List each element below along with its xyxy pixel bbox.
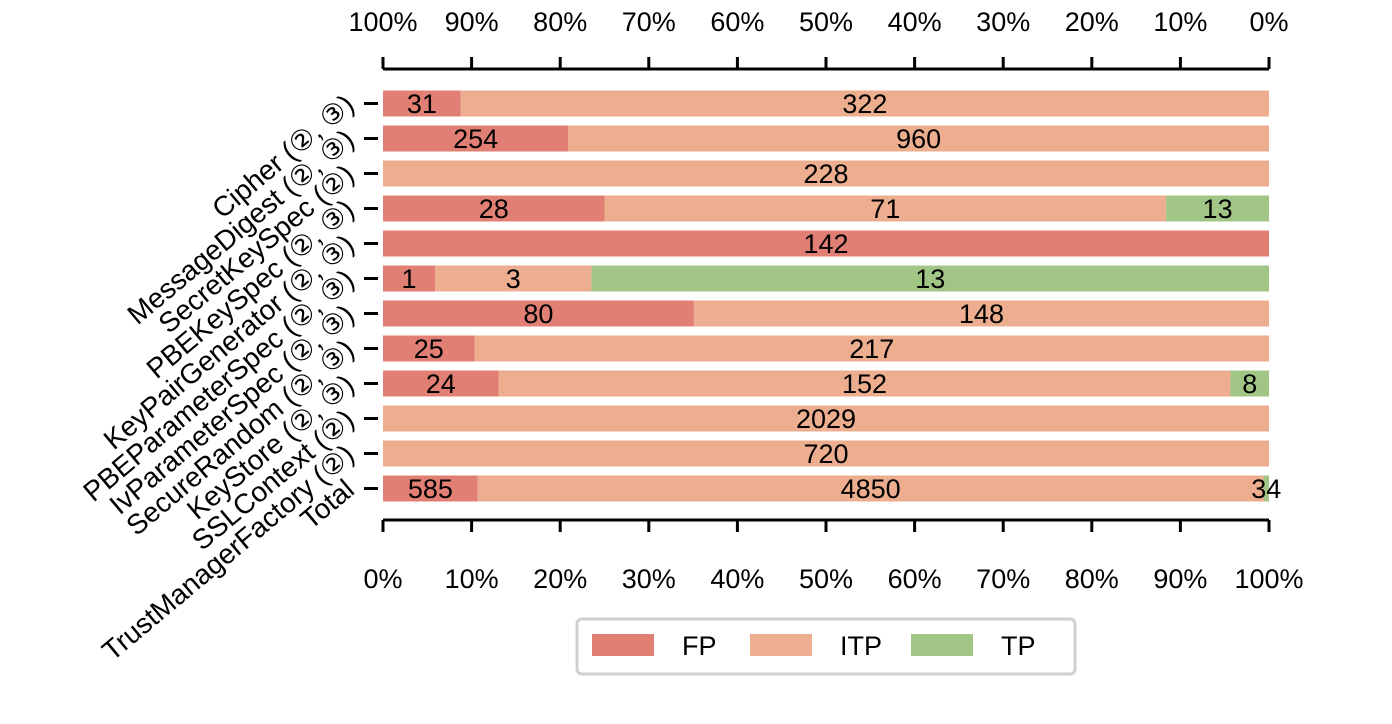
bottom-axis-tick-label: 20% bbox=[533, 564, 587, 594]
legend-box bbox=[575, 617, 1077, 676]
bar-segment-itp bbox=[604, 195, 1167, 222]
legend-label-itp: ITP bbox=[840, 631, 882, 661]
bar-segment-fp bbox=[383, 370, 499, 397]
bar-value-label: 4850 bbox=[841, 474, 901, 504]
bar-segment-fp bbox=[383, 265, 436, 292]
top-axis-tick-label: 10% bbox=[1153, 7, 1207, 37]
top-axis-tick-label: 30% bbox=[976, 7, 1030, 37]
bar-value-label: 24 bbox=[426, 369, 456, 399]
bar-segment-fp bbox=[383, 125, 569, 152]
top-axis-tick-label: 100% bbox=[348, 7, 417, 37]
bar-value-label: 217 bbox=[849, 334, 894, 364]
legend-swatch-fp bbox=[592, 634, 654, 656]
bar-value-label: 13 bbox=[1203, 194, 1233, 224]
bar-value-label: 28 bbox=[479, 194, 509, 224]
bar-segment-tp bbox=[1230, 370, 1269, 397]
bar-segment-itp bbox=[383, 405, 1269, 432]
bar-value-label: 228 bbox=[803, 159, 848, 189]
top-axis-tick-label: 40% bbox=[888, 7, 942, 37]
bar-segment-itp bbox=[474, 335, 1269, 362]
category-labels: Cipher (②, ③)MessageDigest (②, ③)SecretK… bbox=[77, 88, 360, 666]
bar-segment-fp bbox=[383, 335, 475, 362]
legend-swatch-tp bbox=[911, 634, 973, 656]
bar-segment-tp bbox=[1263, 475, 1269, 502]
bar-value-label: 25 bbox=[414, 334, 444, 364]
bottom-axis-tick-label: 50% bbox=[799, 564, 853, 594]
bar-segment-itp bbox=[477, 475, 1264, 502]
bar-segment-fp bbox=[383, 475, 478, 502]
bottom-axis-tick-label: 100% bbox=[1234, 564, 1303, 594]
bar-value-label: 3 bbox=[506, 264, 521, 294]
legend-label-tp: TP bbox=[1001, 631, 1036, 661]
bar-value-label: 13 bbox=[915, 264, 945, 294]
bar-segment-fp bbox=[383, 195, 605, 222]
top-axis-tick-label: 50% bbox=[799, 7, 853, 37]
top-axis-tick-label: 20% bbox=[1065, 7, 1119, 37]
bottom-axis: 0% 10% 20% 30% 40% 50% 60% 70% 80% 90% 100% bbox=[363, 518, 1304, 594]
bar-segment-fp bbox=[383, 230, 1269, 257]
top-axis-tick-label: 90% bbox=[445, 7, 499, 37]
bottom-axis-tick-label: 10% bbox=[445, 564, 499, 594]
legend-label-fp: FP bbox=[682, 631, 717, 661]
bar-value-label: 2029 bbox=[796, 404, 856, 434]
legend-swatch-itp bbox=[750, 634, 812, 656]
bar-segment-fp bbox=[383, 90, 461, 117]
bar-value-label: 1 bbox=[402, 264, 417, 294]
bar-segment-itp bbox=[693, 300, 1269, 327]
top-axis-tick-label: 70% bbox=[622, 7, 676, 37]
bar-value-label: 585 bbox=[408, 474, 453, 504]
bar-value-label: 8 bbox=[1242, 369, 1257, 399]
bar-value-label: 148 bbox=[959, 299, 1004, 329]
bar-value-label: 80 bbox=[523, 299, 553, 329]
bar-value-label: 254 bbox=[453, 124, 498, 154]
bar-value-label: 152 bbox=[842, 369, 887, 399]
bar-value-label: 960 bbox=[896, 124, 941, 154]
bar-value-label: 31 bbox=[407, 89, 437, 119]
bottom-axis-tick-label: 90% bbox=[1153, 564, 1207, 594]
bar-segment-itp bbox=[498, 370, 1231, 397]
top-axis: 100% 90% 80% 70% 60% 50% 40% 30% 20% 10% 0% bbox=[348, 7, 1289, 71]
bar-value-label: 720 bbox=[803, 439, 848, 469]
bar-segment-fp bbox=[383, 300, 694, 327]
bottom-axis-tick-label: 80% bbox=[1065, 564, 1119, 594]
top-axis-tick-label: 60% bbox=[710, 7, 764, 37]
bar-segment-tp bbox=[591, 265, 1269, 292]
bar-segment-itp bbox=[383, 160, 1269, 187]
top-axis-tick-label: 80% bbox=[533, 7, 587, 37]
bar-value-label: 71 bbox=[870, 194, 900, 224]
bottom-axis-tick-label: 30% bbox=[622, 564, 676, 594]
top-axis-tick-label: 0% bbox=[1249, 7, 1288, 37]
bottom-axis-tick-label: 60% bbox=[888, 564, 942, 594]
bar-segment-itp bbox=[460, 90, 1269, 117]
bar-segment-itp bbox=[568, 125, 1269, 152]
bar-segment-tp bbox=[1166, 195, 1269, 222]
bottom-axis-tick-label: 70% bbox=[976, 564, 1030, 594]
bottom-axis-tick-label: 40% bbox=[710, 564, 764, 594]
bottom-axis-tick-label: 0% bbox=[363, 564, 402, 594]
bar-value-label: 322 bbox=[842, 89, 887, 119]
bar-value-label: 34 bbox=[1251, 474, 1281, 504]
bar-value-label: 142 bbox=[803, 229, 848, 259]
bar-segment-itp bbox=[383, 440, 1269, 467]
bar-segment-itp bbox=[435, 265, 592, 292]
legend: FP ITP TP bbox=[575, 617, 1077, 676]
